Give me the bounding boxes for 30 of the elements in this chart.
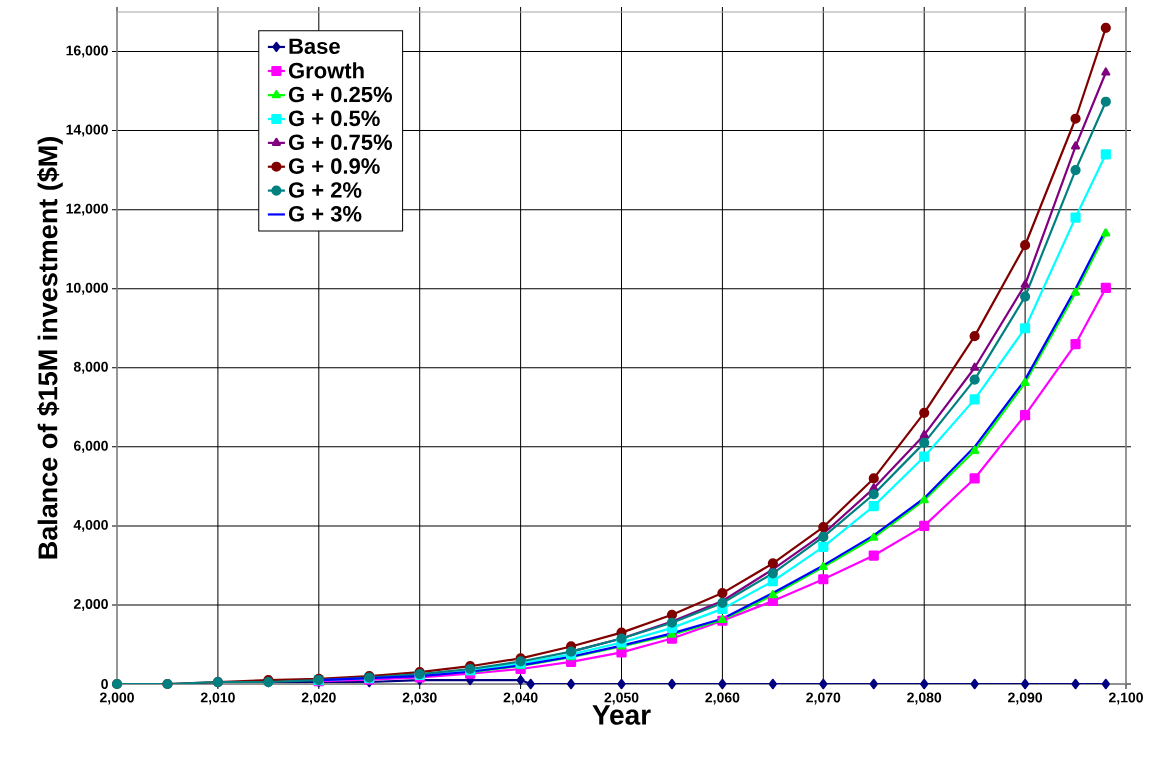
legend-label: G + 2% (288, 182, 362, 198)
x-tick-label: 2,090 (1008, 692, 1043, 705)
y-tick-label: 6,000 (73, 440, 108, 453)
legend-label: Growth (288, 62, 364, 79)
y-tick-label: 4,000 (73, 519, 108, 532)
x-tick-label: 2,050 (604, 692, 639, 705)
x-tick-label: 2,070 (806, 692, 841, 705)
x-tick-label: 2,030 (402, 692, 437, 705)
legend-label: G + 0.25% (288, 86, 392, 103)
x-tick-label: 2,100 (1108, 692, 1143, 705)
legend-label: G + 3% (288, 206, 362, 222)
y-axis-title: Balance of $15M investment ($M) (37, 137, 63, 559)
x-tick-label: 2,000 (99, 692, 134, 705)
x-tick-label: 2,020 (301, 692, 336, 705)
y-tick-label: 16,000 (66, 45, 108, 58)
y-tick-label: 2,000 (73, 598, 108, 611)
x-tick-label: 2,060 (705, 692, 740, 705)
x-tick-label: 2,010 (200, 692, 235, 705)
y-tick-label: 0 (101, 679, 108, 689)
legend-label: G + 0.5% (288, 110, 380, 127)
legend-label: G + 0.75% (288, 134, 392, 151)
x-axis-title: Year (592, 705, 651, 725)
y-tick-label: 12,000 (66, 203, 108, 216)
x-tick-label: 2,040 (503, 692, 538, 705)
y-tick-label: 8,000 (73, 361, 108, 374)
y-tick-label: 14,000 (66, 124, 108, 137)
legend-label: G + 0.9% (288, 158, 380, 174)
y-tick-label: 10,000 (66, 282, 108, 295)
x-tick-label: 2,080 (907, 692, 942, 705)
legend-label: Base (289, 38, 340, 54)
